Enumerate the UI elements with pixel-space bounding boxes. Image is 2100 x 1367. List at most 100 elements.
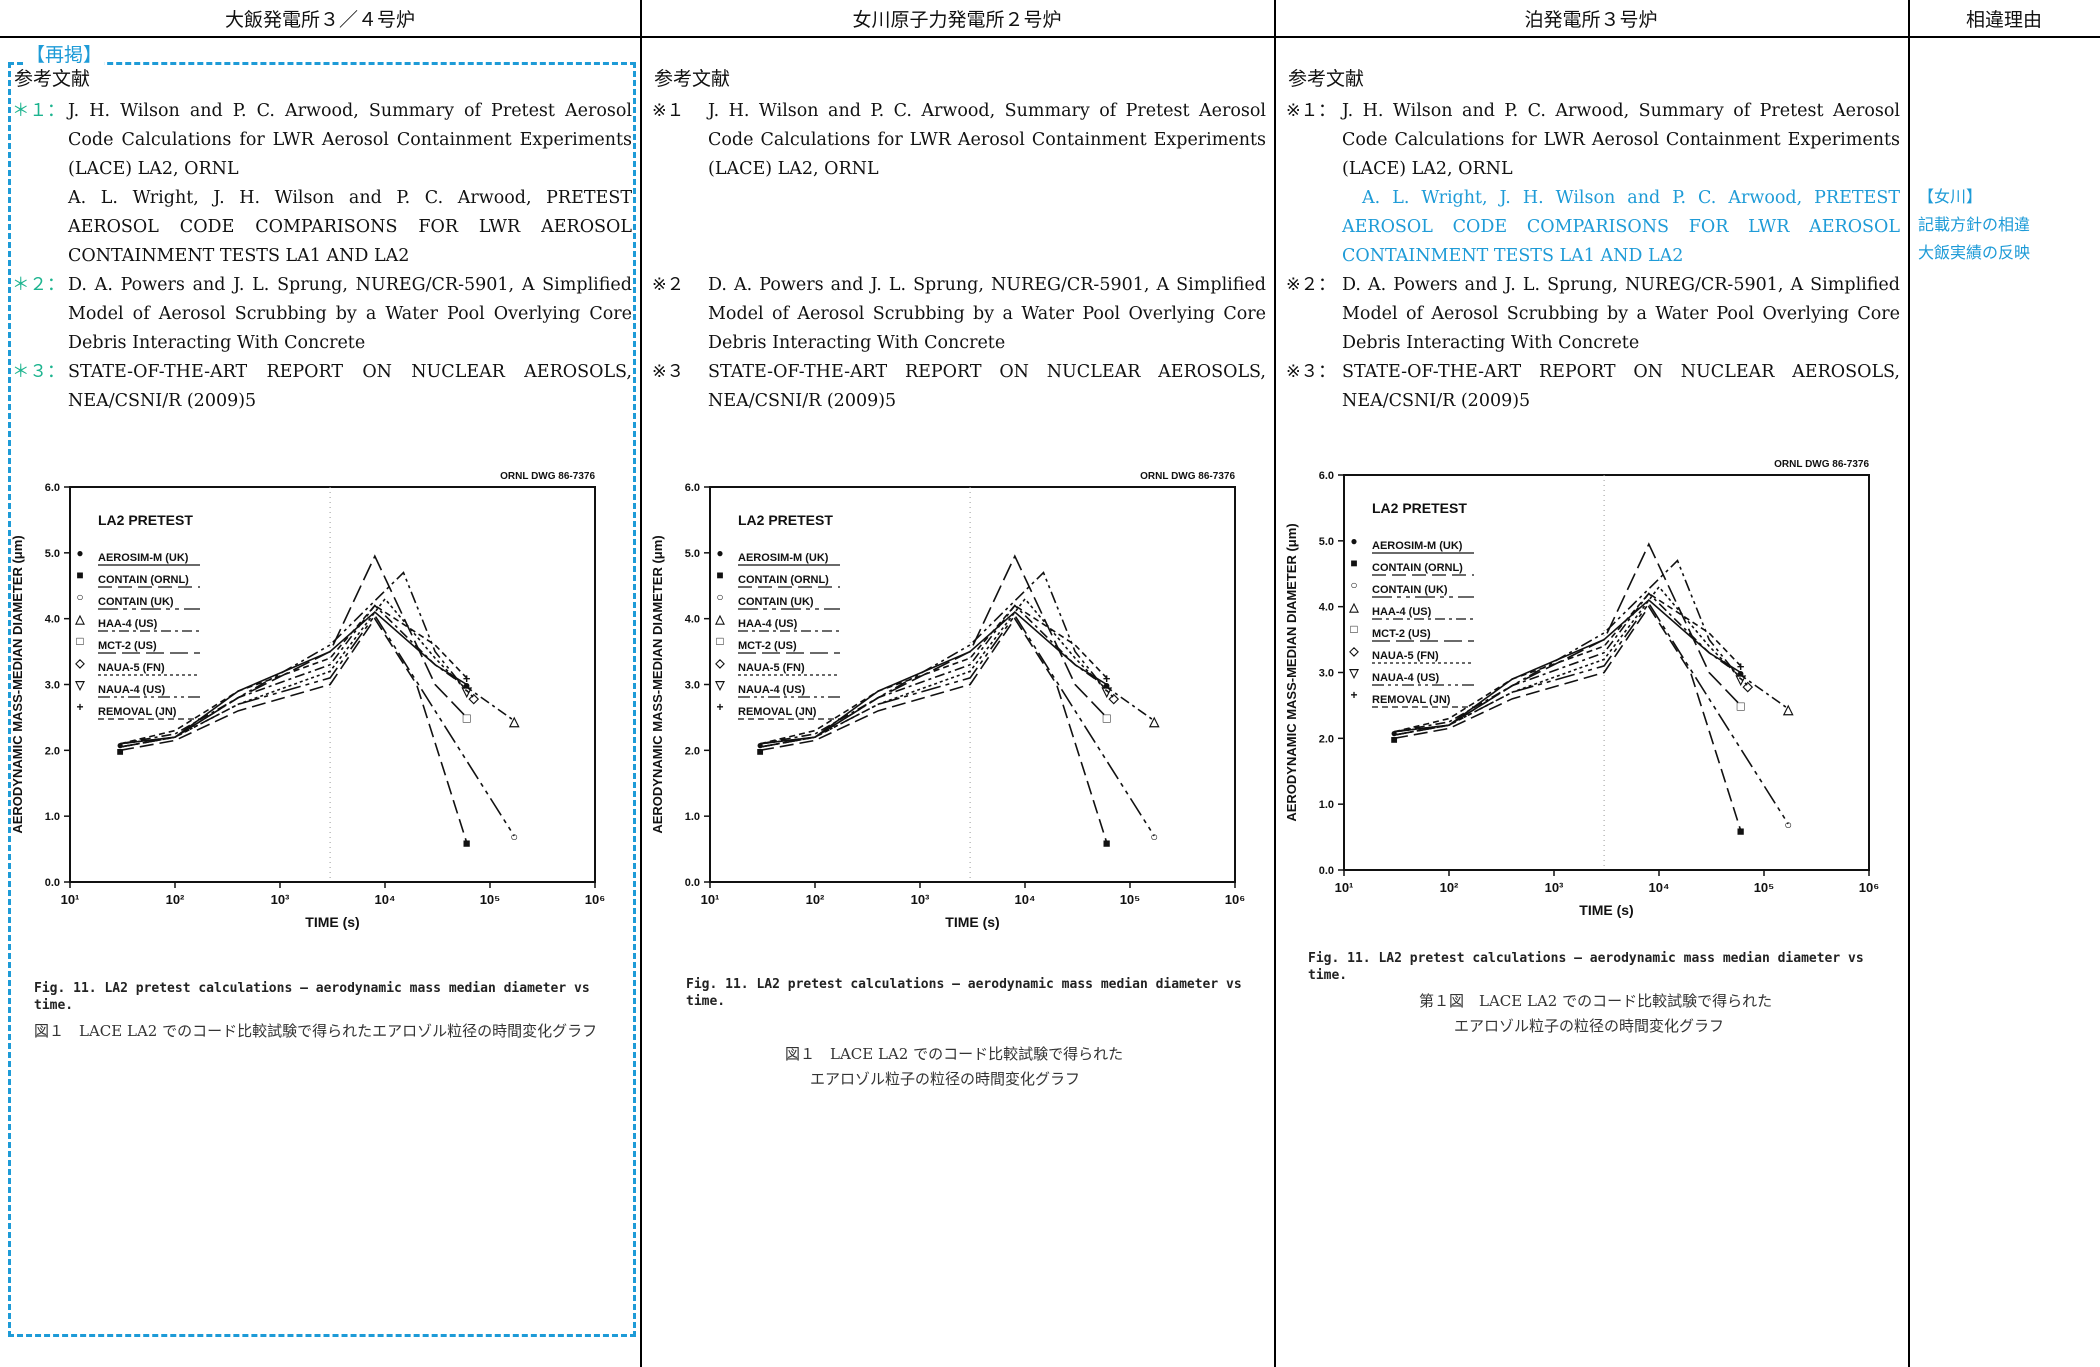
x-tick-label: 10² [806,892,825,907]
legend-marker: □ [1350,622,1357,636]
x-tick-label: 10⁶ [1859,880,1879,895]
legend-label: NAUA-4 (US) [738,684,806,696]
ref-text: D. A. Powers and J. L. Sprung, NUREG/CR-… [708,275,1266,353]
legend-label: CONTAIN (ORNL) [98,574,189,586]
legend-label: NAUA-5 (FN) [98,662,165,674]
data-point-marker: ● [1390,726,1397,740]
data-point-marker: ▽ [1735,672,1747,687]
legend-marker: ▽ [1348,666,1359,680]
legend-label: MCT-2 (US) [1372,628,1431,640]
data-point-marker: ○ [1150,829,1158,844]
series-line [1393,605,1742,831]
legend-label: CONTAIN (UK) [738,596,814,608]
figure-caption-en: Fig. 11. LA2 pretest calculations — aero… [686,977,1242,1009]
la2-chart: 0.0 1.0 2.0 3.0 4.0 5.0 6.0 10¹ 10² 10³ 10⁴ 10⁵ 10⁶ T… [650,471,1245,930]
data-point-marker: ○ [1784,817,1792,832]
x-tick-label: 10³ [271,892,290,907]
legend-marker: ○ [716,590,723,604]
legend-label: HAA-4 (US) [1372,606,1432,618]
legend-label: CONTAIN (UK) [98,596,174,608]
figure-caption-jp: 図１ LACE LA2 でのコード比較試験で得られた [785,1045,1124,1063]
data-point-marker: □ [1103,710,1111,725]
data-point-marker: ■ [1737,824,1745,839]
refs-title: 参考文献 [1288,68,1365,90]
legend-marker: ◇ [714,656,725,670]
ref-text: STATE-OF-THE-ART REPORT ON NUCLEAR AEROS… [68,362,632,411]
reason-plant: 【女川】 [1918,187,1983,206]
ref-text: D. A. Powers and J. L. Sprung, NUREG/CR-… [1342,275,1900,353]
x-axis-label: TIME (s) [305,914,359,930]
x-tick-label: 10⁵ [1120,892,1141,907]
y-axis-label: AERODYNAMIC MASS-MEDIAN DIAMETER (μm) [10,535,25,833]
legend-marker: + [76,700,83,714]
figure-caption-jp: エアロゾル粒子の粒径の時間変化グラフ [810,1070,1081,1088]
ref-text: STATE-OF-THE-ART REPORT ON NUCLEAR AEROS… [1342,362,1900,411]
column-tomari: 参考文献 ※１： J. H. Wilson and P. C. Arwood, … [1274,40,1908,1367]
legend-marker: ● [1350,534,1357,548]
drawing-number: ORNL DWG 86-7376 [1140,471,1235,482]
legend-marker: ● [76,546,83,560]
x-tick-label: 10⁴ [375,892,396,907]
data-point-marker: ▽ [461,684,473,699]
legend-marker: ● [716,546,723,560]
ref-mark: ※２ [652,275,685,295]
figure-caption-jp: エアロゾル粒子の粒径の時間変化グラフ [1454,1017,1725,1035]
data-point-marker: ● [1103,678,1111,693]
ref-text: J. H. Wilson and P. C. Arwood, Summary o… [708,101,1266,179]
legend-label: NAUA-5 (FN) [738,662,805,674]
series-line [1393,592,1789,733]
header-rule [0,0,2100,38]
data-point-marker: □ [1737,698,1745,713]
ref-text: D. A. Powers and J. L. Sprung, NUREG/CR-… [68,275,632,353]
data-point-marker: ◇ [468,691,480,706]
reason-text: 大飯実績の反映 [1918,243,2031,262]
x-tick-label: 10⁶ [585,892,605,907]
legend-marker: ◇ [74,656,85,670]
series-line [119,571,468,748]
y-tick-label: 1.0 [45,811,60,823]
y-axis-label: AERODYNAMIC MASS-MEDIAN DIAMETER (μm) [1284,523,1299,821]
data-point-marker: + [463,671,471,686]
legend-marker: + [1350,688,1357,702]
legend-label: NAUA-4 (US) [1372,672,1440,684]
legend-marker: □ [716,634,723,648]
data-point-marker: + [1737,659,1745,674]
series-line [119,604,515,745]
legend-label: AEROSIM-M (UK) [1372,540,1463,552]
chart-title: LA2 PRETEST [98,512,193,528]
legend-label: REMOVAL (JN) [738,706,817,718]
data-point-marker: ■ [756,744,763,758]
series-line [759,613,1155,837]
x-tick-label: 10⁵ [1754,880,1775,895]
figure-caption-en: Fig. 11. LA2 pretest calculations — aero… [34,981,590,1013]
series-line [119,613,515,837]
y-tick-label: 4.0 [45,614,60,626]
y-axis-label: AERODYNAMIC MASS-MEDIAN DIAMETER (μm) [650,535,665,833]
x-tick-label: 10³ [911,892,930,907]
y-tick-label: 4.0 [1319,602,1334,614]
drawing-number: ORNL DWG 86-7376 [1774,459,1869,470]
ref-mark: ※１ [652,101,685,121]
data-point-marker: + [1103,671,1111,686]
y-tick-label: 1.0 [685,811,700,823]
x-tick-label: 10⁶ [1225,892,1245,907]
legend-label: MCT-2 (US) [738,640,797,652]
column-ohi: 参考文献 ＊１： J. H. Wilson and P. C. Arwood, … [0,40,640,1367]
legend-label: CONTAIN (UK) [1372,584,1448,596]
y-tick-label: 5.0 [45,548,60,560]
figure-caption-jp: 図１ LACE LA2 でのコード比較試験で得られたエアロゾル粒径の時間変化グラ… [34,1022,598,1040]
data-point-marker: ◇ [1742,679,1754,694]
x-tick-label: 10⁴ [1015,892,1036,907]
y-tick-label: 1.0 [1319,799,1334,811]
reference-2: ※２： D. A. Powers and J. L. Sprung, NUREG… [1274,271,1908,358]
y-tick-label: 0.0 [685,877,700,889]
y-tick-label: 2.0 [1319,733,1334,745]
data-point-marker: ■ [116,744,123,758]
repost-dashed-frame [8,62,636,1337]
series-line [120,597,475,745]
data-point-marker: ● [1737,666,1745,681]
reference-1: ＊１： J. H. Wilson and P. C. Arwood, Summa… [0,97,640,271]
reference-3: ＊３： STATE-OF-THE-ART REPORT ON NUCLEAR A… [0,358,640,416]
difference-reason: 【女川】 記載方針の相違 大飯実績の反映 [1918,183,2030,267]
